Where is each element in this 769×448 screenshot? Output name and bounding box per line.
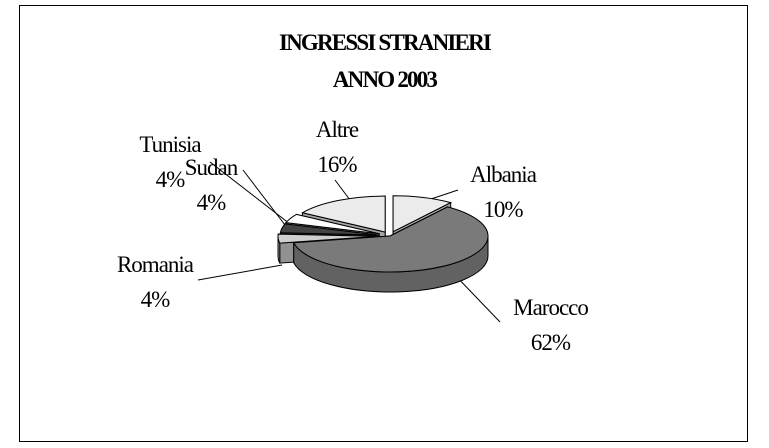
- slice-marocco: [292, 206, 489, 293]
- chart-title: INGRESSI STRANIERI: [278, 30, 492, 55]
- slice-albania-top: [392, 195, 453, 233]
- slice-tunisia-top: [284, 213, 380, 235]
- label-altre: Altre 16%: [292, 112, 382, 182]
- label-tunisia-value: 4%: [155, 167, 186, 192]
- slice-sudan-top: [279, 223, 379, 236]
- chart-subtitle: ANNO 2003: [332, 67, 438, 92]
- label-romania-value: 4%: [140, 287, 171, 312]
- slice-marocco-top: [292, 206, 489, 273]
- leader-line-tunisia: [209, 161, 291, 225]
- label-marocco: Marocco 62%: [488, 290, 613, 360]
- slice-altre-top: [301, 195, 386, 233]
- leader-line-sudan: [242, 169, 286, 226]
- label-marocco-value: 62%: [530, 330, 571, 355]
- leader-line-altre: [334, 179, 351, 201]
- label-sudan-value: 4%: [196, 190, 227, 215]
- label-albania-value: 10%: [483, 197, 523, 222]
- leader-line-romania: [197, 264, 283, 281]
- label-altre-name: Altre: [315, 117, 359, 142]
- label-romania-name: Romania: [116, 252, 194, 277]
- label-albania: Albania 10%: [448, 157, 558, 227]
- label-sudan: Sudan 4%: [166, 150, 256, 220]
- pie-slices: [277, 195, 489, 293]
- slice-romania-top: [277, 233, 377, 244]
- label-tunisia-name: Tunisia: [139, 132, 201, 157]
- label-sudan-name: Sudan: [184, 155, 239, 180]
- label-albania-name: Albania: [470, 162, 537, 187]
- label-romania: Romania 4%: [95, 247, 215, 317]
- label-altre-value: 16%: [317, 152, 357, 177]
- label-marocco-name: Marocco: [513, 295, 589, 320]
- label-tunisia: Tunisia 4%: [120, 127, 220, 197]
